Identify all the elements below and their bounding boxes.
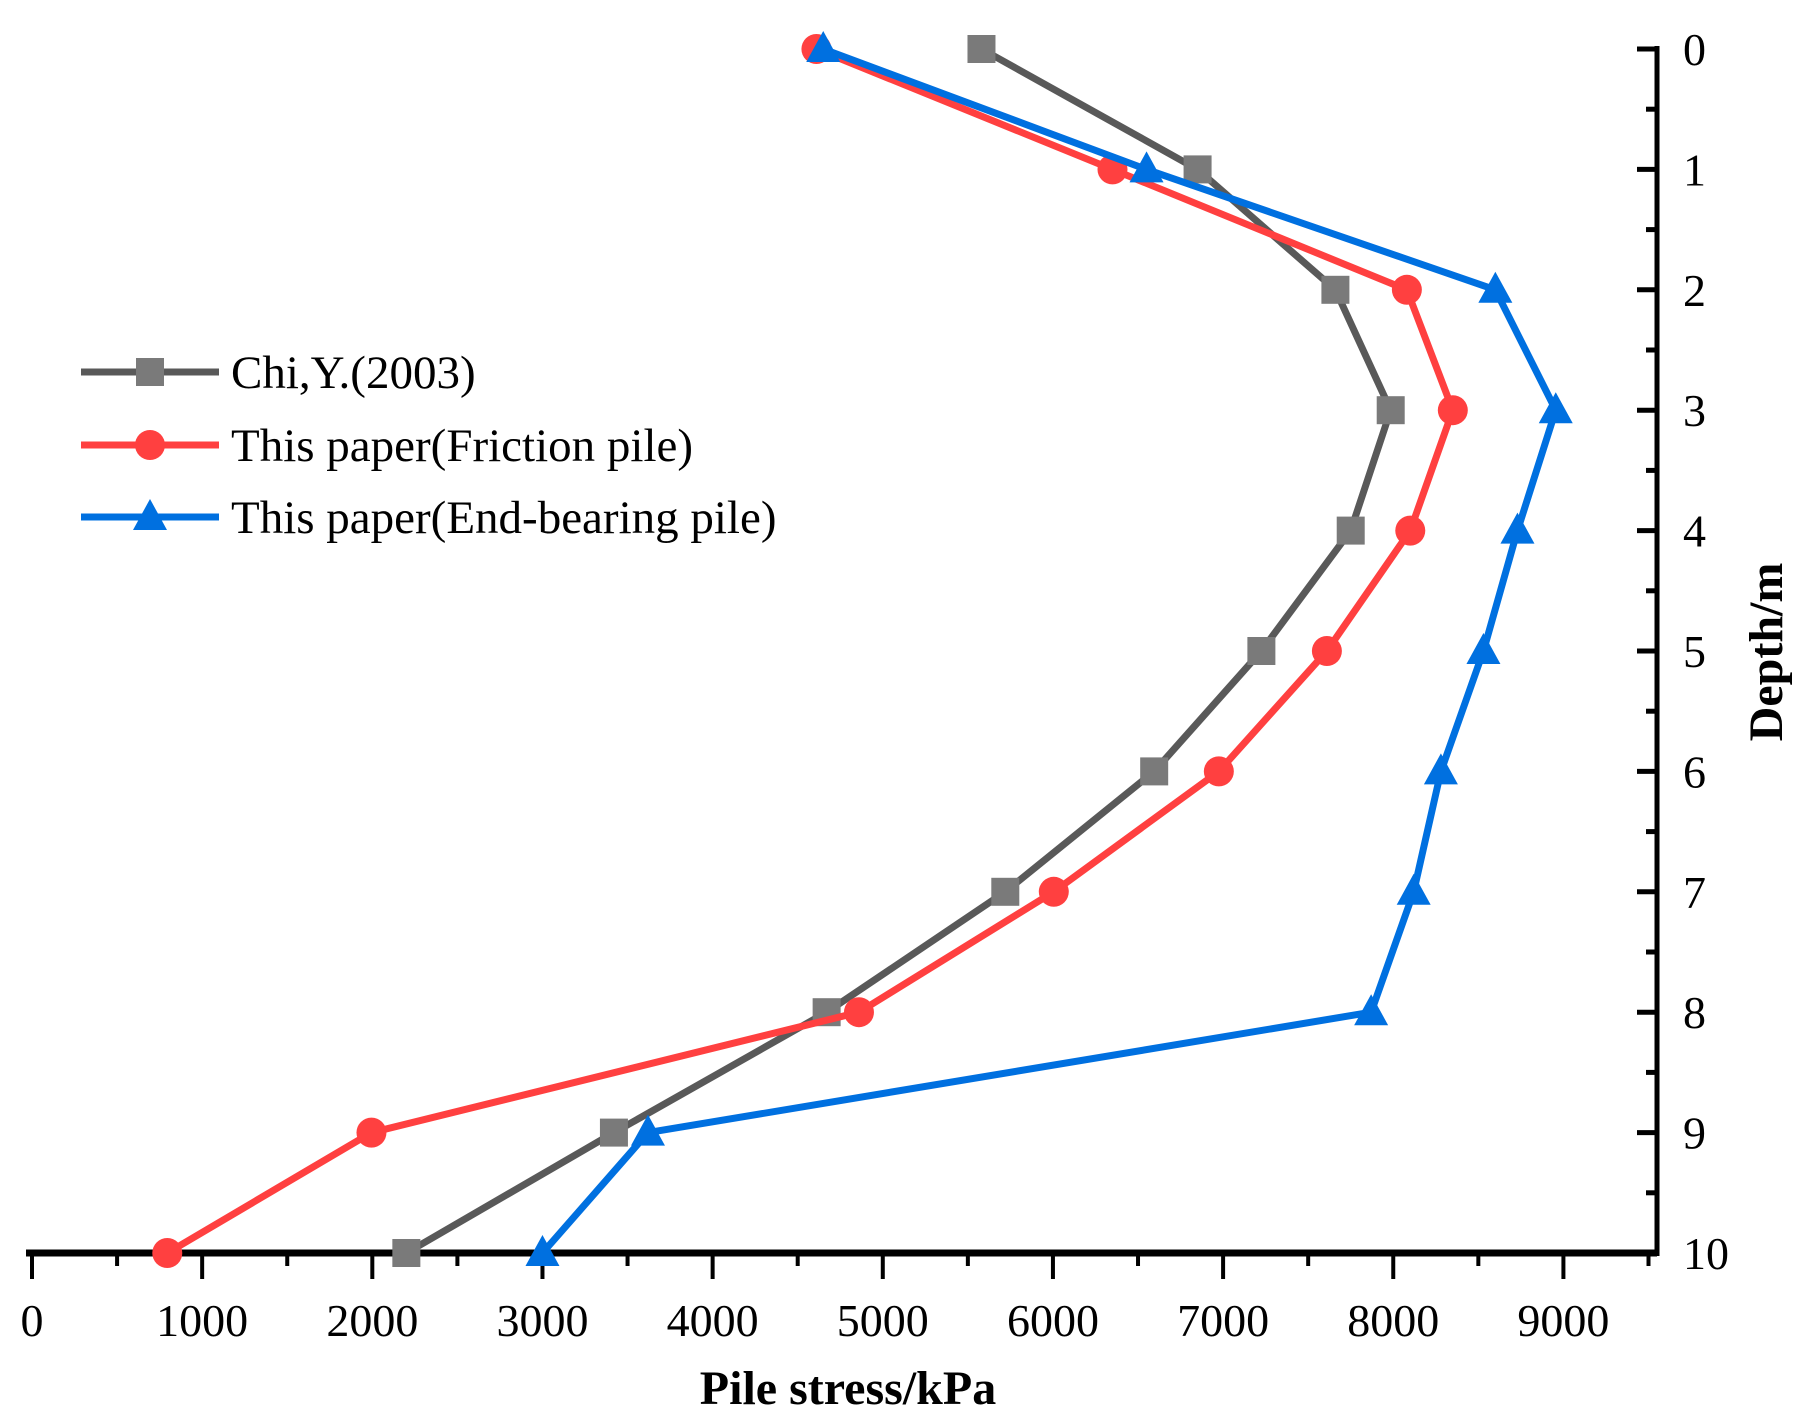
data-point — [1247, 637, 1276, 665]
data-point — [843, 997, 874, 1028]
data-point — [1311, 636, 1342, 666]
x-axis-label: Pile stress/kPa — [700, 1362, 996, 1415]
series-triangle — [525, 31, 1573, 1266]
x-tick-label: 2000 — [326, 1295, 418, 1346]
data-point — [1376, 396, 1405, 425]
data-point — [356, 1117, 387, 1148]
legend-item: Chi,Y.(2003) — [81, 347, 476, 399]
data-point — [1395, 515, 1426, 546]
data-point — [599, 1118, 628, 1147]
data-point — [1437, 395, 1468, 426]
x-tick-label: 1000 — [156, 1295, 248, 1346]
data-point — [1183, 155, 1212, 184]
data-point — [1203, 756, 1234, 787]
legend: Chi,Y.(2003) This paper(Friction pile) Thi… — [81, 347, 777, 544]
data-point — [630, 1114, 665, 1146]
x-tick-label: 7000 — [1177, 1295, 1269, 1346]
data-point — [1391, 274, 1422, 305]
legend-marker — [136, 358, 164, 386]
y-tick-label: 1 — [1683, 144, 1706, 195]
data-point — [1423, 753, 1458, 785]
x-tick-label: 3000 — [496, 1295, 588, 1346]
y-tick-label: 3 — [1683, 385, 1706, 436]
data-point — [806, 31, 841, 62]
y-tick-label: 2 — [1683, 265, 1706, 316]
data-point — [1466, 633, 1501, 664]
y-axis-label: Depth/m — [1740, 563, 1793, 742]
legend-label: Chi,Y.(2003) — [231, 347, 476, 399]
legend-label: This paper(End-bearing pile) — [231, 492, 777, 544]
series-square — [392, 35, 1405, 1267]
data-point — [525, 1235, 560, 1266]
data-point — [1354, 994, 1389, 1026]
data-point — [1336, 516, 1365, 545]
data-point — [392, 1239, 421, 1267]
legend-item: This paper(End-bearing pile) — [81, 492, 777, 544]
data-point — [1321, 275, 1350, 304]
data-point — [152, 1238, 183, 1268]
series-line — [404, 45, 1395, 1257]
y-tick-label: 10 — [1683, 1228, 1729, 1279]
series-line — [539, 45, 1560, 1256]
data-point — [1038, 876, 1069, 907]
data-point — [967, 35, 996, 63]
legend-label: This paper(Friction pile) — [231, 420, 693, 472]
y-tick-label: 9 — [1683, 1108, 1706, 1159]
x-tick-label: 0 — [21, 1295, 44, 1346]
x-tick-label: 4000 — [667, 1295, 759, 1346]
x-tick-label: 9000 — [1517, 1295, 1609, 1346]
x-tick-label: 8000 — [1347, 1295, 1439, 1346]
x-tick-label: 6000 — [1007, 1295, 1099, 1346]
legend-marker — [133, 499, 167, 530]
data-point — [1396, 873, 1431, 905]
y-tick-label: 8 — [1683, 987, 1706, 1038]
data-point — [991, 877, 1020, 906]
y-tick-label: 5 — [1683, 626, 1706, 677]
legend-item: This paper(Friction pile) — [81, 420, 693, 472]
data-point — [1129, 151, 1164, 183]
y-tick-label: 7 — [1683, 867, 1706, 918]
legend-marker — [135, 430, 165, 460]
data-point — [1538, 392, 1573, 424]
y-tick-label: 4 — [1683, 506, 1706, 557]
x-tick-label: 5000 — [837, 1295, 929, 1346]
data-point — [1140, 757, 1169, 786]
data-point — [1478, 271, 1513, 303]
data-point — [1500, 512, 1535, 544]
y-tick-label: 0 — [1683, 24, 1706, 75]
y-tick-label: 6 — [1683, 746, 1706, 797]
